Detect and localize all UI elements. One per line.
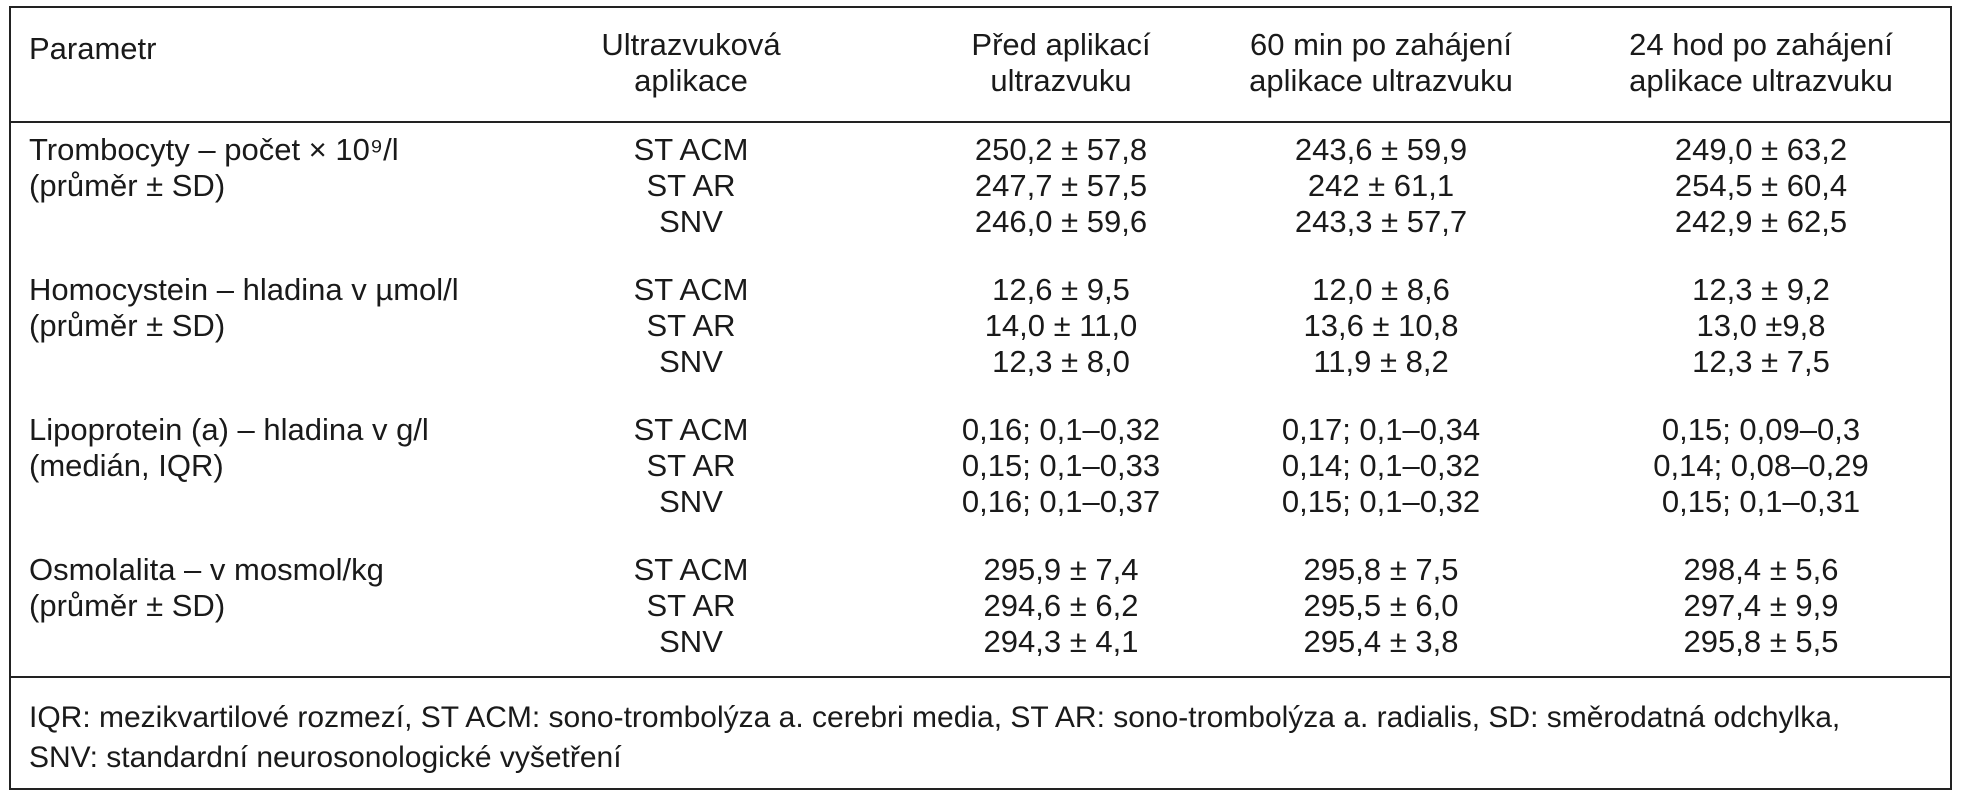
param-group-trombocyty: Trombocyty – počet × 10⁹/l (průměr ± SD)… [11, 131, 1950, 271]
before-cell: 294,6 ± 6,2 [983, 588, 1139, 623]
param-stat-label: (průměr ± SD) [29, 308, 226, 343]
h24-cell: 249,0 ± 63,2 [1674, 132, 1848, 167]
footnote-line2: SNV: standardní neurosonologické vyšetře… [29, 741, 622, 774]
app-cell: ST AR [646, 308, 736, 343]
h24-cell: 12,3 ± 7,5 [1692, 344, 1830, 379]
param-label: Homocystein – hladina v µmol/l [29, 272, 459, 307]
param-label: Lipoprotein (a) – hladina v g/l [29, 412, 429, 447]
app-cell: ST ACM [633, 552, 749, 587]
header-before-line1: Před aplikací [971, 27, 1151, 62]
min60-cell: 0,15; 0,1–0,32 [1281, 484, 1481, 519]
before-cell: 247,7 ± 57,5 [974, 168, 1148, 203]
h24-cell: 254,5 ± 60,4 [1674, 168, 1848, 203]
param-label: Osmolalita – v mosmol/kg [29, 552, 384, 587]
min60-cell: 11,9 ± 8,2 [1313, 344, 1449, 379]
header-app-line2: aplikace [634, 63, 748, 98]
app-cell: ST AR [646, 588, 736, 623]
h24-cell: 0,14; 0,08–0,29 [1653, 448, 1869, 483]
app-cell: ST AR [646, 168, 736, 203]
header-24h-line1: 24 hod po zahájení [1629, 27, 1893, 62]
min60-cell: 243,6 ± 59,9 [1294, 132, 1468, 167]
table-footnote: IQR: mezikvartilové rozmezí, ST ACM: son… [11, 676, 1950, 778]
app-cell: SNV [659, 344, 723, 379]
min60-cell: 242 ± 61,1 [1307, 168, 1455, 203]
min60-cell: 13,6 ± 10,8 [1303, 308, 1459, 343]
h24-cell: 13,0 ±9,8 [1696, 308, 1826, 343]
before-cell: 246,0 ± 59,6 [974, 204, 1148, 239]
table-row: ST AR 14,0 ± 11,0 13,6 ± 10,8 13,0 ±9,8 [11, 307, 1950, 345]
table-row: ST AR 294,6 ± 6,2 295,5 ± 6,0 297,4 ± 9,… [11, 587, 1950, 625]
header-before-line2: ultrazvuku [990, 63, 1132, 98]
param-group-osmolalita: Osmolalita – v mosmol/kg (průměr ± SD) S… [11, 551, 1950, 691]
h24-cell: 12,3 ± 9,2 [1692, 272, 1830, 307]
h24-cell: 295,8 ± 5,5 [1683, 624, 1839, 659]
param-group-lipoprotein: Lipoprotein (a) – hladina v g/l (medián,… [11, 411, 1950, 551]
app-cell: SNV [659, 624, 723, 659]
app-cell: ST AR [646, 448, 736, 483]
before-cell: 14,0 ± 11,0 [984, 308, 1138, 343]
h24-cell: 242,9 ± 62,5 [1674, 204, 1848, 239]
table-row: ST ACM 295,9 ± 7,4 295,8 ± 7,5 298,4 ± 5… [11, 551, 1950, 589]
header-app-line1: Ultrazvuková [601, 27, 781, 62]
min60-cell: 0,14; 0,1–0,32 [1281, 448, 1481, 483]
before-cell: 295,9 ± 7,4 [983, 552, 1139, 587]
header-60min-line2: aplikace ultrazvuku [1249, 63, 1513, 98]
before-cell: 294,3 ± 4,1 [983, 624, 1139, 659]
min60-cell: 12,0 ± 8,6 [1312, 272, 1450, 307]
table-row: ST AR 0,15; 0,1–0,33 0,14; 0,1–0,32 0,14… [11, 447, 1950, 485]
min60-cell: 295,8 ± 7,5 [1303, 552, 1459, 587]
footnote-line1: IQR: mezikvartilové rozmezí, ST ACM: son… [29, 701, 1841, 734]
before-cell: 0,15; 0,1–0,33 [961, 448, 1161, 483]
app-cell: SNV [659, 484, 723, 519]
table-row: ST ACM 250,2 ± 57,8 243,6 ± 59,9 249,0 ±… [11, 131, 1950, 169]
table-row: SNV 246,0 ± 59,6 243,3 ± 57,7 242,9 ± 62… [11, 203, 1950, 241]
before-cell: 0,16; 0,1–0,37 [961, 484, 1161, 519]
before-cell: 12,6 ± 9,5 [992, 272, 1130, 307]
before-cell: 0,16; 0,1–0,32 [961, 412, 1161, 447]
app-cell: ST ACM [633, 272, 749, 307]
h24-cell: 297,4 ± 9,9 [1683, 588, 1839, 623]
table-row: ST AR 247,7 ± 57,5 242 ± 61,1 254,5 ± 60… [11, 167, 1950, 205]
table-row: ST ACM 12,6 ± 9,5 12,0 ± 8,6 12,3 ± 9,2 [11, 271, 1950, 309]
header-60min-line1: 60 min po zahájení [1250, 27, 1512, 62]
min60-cell: 295,5 ± 6,0 [1303, 588, 1459, 623]
min60-cell: 243,3 ± 57,7 [1294, 204, 1468, 239]
app-cell: ST ACM [633, 132, 749, 167]
h24-cell: 0,15; 0,1–0,31 [1661, 484, 1861, 519]
param-stat-label: (medián, IQR) [29, 448, 224, 483]
param-label: Trombocyty – počet × 10⁹/l [29, 132, 399, 167]
h24-cell: 298,4 ± 5,6 [1683, 552, 1839, 587]
table-header: Parametr Ultrazvuková aplikace Před apli… [11, 8, 1950, 123]
before-cell: 12,3 ± 8,0 [992, 344, 1130, 379]
param-group-homocystein: Homocystein – hladina v µmol/l (průměr ±… [11, 271, 1950, 411]
table-row: SNV 294,3 ± 4,1 295,4 ± 3,8 295,8 ± 5,5 [11, 623, 1950, 661]
data-table: Parametr Ultrazvuková aplikace Před apli… [9, 6, 1952, 790]
app-cell: ST ACM [633, 412, 749, 447]
header-param: Parametr [29, 31, 157, 66]
h24-cell: 0,15; 0,09–0,3 [1661, 412, 1861, 447]
param-stat-label: (průměr ± SD) [29, 588, 226, 623]
table-row: SNV 12,3 ± 8,0 11,9 ± 8,2 12,3 ± 7,5 [11, 343, 1950, 381]
app-cell: SNV [659, 204, 723, 239]
before-cell: 250,2 ± 57,8 [974, 132, 1148, 167]
min60-cell: 0,17; 0,1–0,34 [1281, 412, 1481, 447]
param-stat-label: (průměr ± SD) [29, 168, 226, 203]
table-row: ST ACM 0,16; 0,1–0,32 0,17; 0,1–0,34 0,1… [11, 411, 1950, 449]
table-row: SNV 0,16; 0,1–0,37 0,15; 0,1–0,32 0,15; … [11, 483, 1950, 521]
header-24h-line2: aplikace ultrazvuku [1629, 63, 1893, 98]
min60-cell: 295,4 ± 3,8 [1303, 624, 1459, 659]
